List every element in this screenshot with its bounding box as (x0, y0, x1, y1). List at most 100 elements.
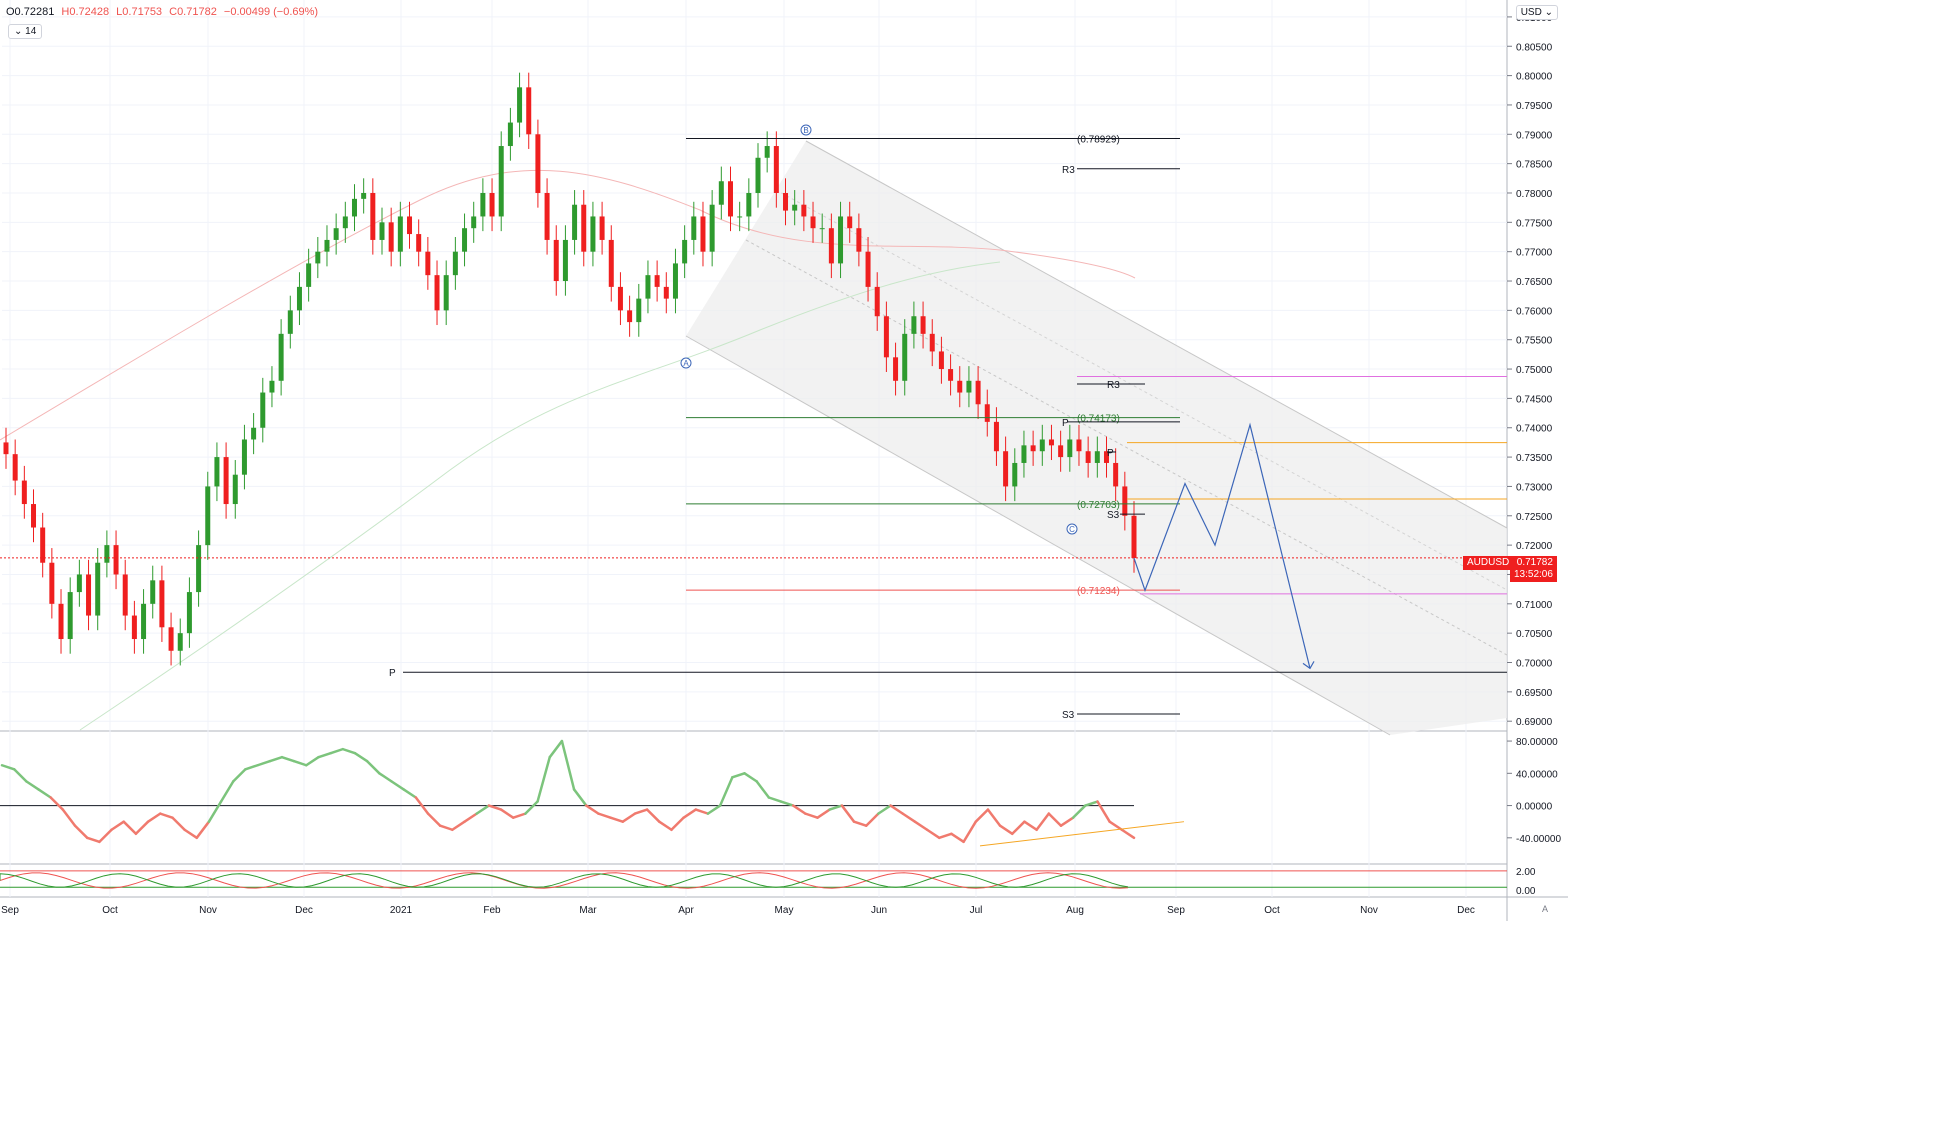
osc-segment (1071, 804, 1087, 819)
candle-body (31, 504, 37, 528)
candle-body (902, 333, 908, 381)
osc-segment (451, 820, 466, 831)
wave-label: B (803, 126, 808, 135)
osc-segment (463, 812, 478, 823)
candle-body (535, 134, 541, 193)
candle-body (691, 216, 697, 240)
osc-segment (731, 772, 746, 779)
close-value: C0.71782 (169, 6, 217, 18)
osc-segment (1023, 820, 1038, 831)
y-tick-label: 40.00000 (1516, 769, 1558, 780)
osc-segment (621, 812, 637, 823)
osc-segment (889, 804, 904, 815)
pivot-label: S3 (1062, 710, 1075, 721)
osc-segment (694, 808, 710, 815)
osc-segment (329, 747, 345, 755)
ma-line (0, 169, 1136, 441)
osc-segment (645, 808, 661, 823)
osc-segment (268, 755, 284, 763)
candle-body (874, 286, 880, 317)
osc-segment (864, 812, 880, 827)
y-tick-label: 0.80000 (1516, 72, 1553, 83)
wave-label: C (1069, 525, 1075, 534)
osc-segment (426, 812, 442, 827)
candle-body (856, 228, 862, 252)
osc-segment (195, 820, 211, 840)
osc-segment (633, 808, 649, 815)
candle-body (617, 286, 623, 311)
osc-segment (791, 804, 807, 815)
osc-segment (1047, 812, 1063, 827)
chart-canvas[interactable]: (0.78929) (0.74173) (0.72703) (0.71234) R3 R3… (0, 0, 1568, 921)
arrow-head (1302, 661, 1315, 670)
osc-segment (560, 739, 576, 791)
candle-body (21, 480, 27, 505)
osc-segment (828, 804, 844, 811)
candle-body (67, 592, 73, 640)
candle-body (471, 216, 477, 229)
candle-body (287, 310, 293, 334)
fib-label: (0.78929) (1077, 134, 1120, 145)
osc-segment (341, 747, 357, 755)
osc-segment (280, 755, 296, 763)
price-axis: 0.810000.805000.800000.795000.790000.785… (1507, 13, 1553, 728)
osc-segment (706, 804, 722, 815)
osc-segment (378, 772, 393, 783)
osc-segment (1108, 820, 1124, 831)
candle-body (948, 369, 954, 381)
candle-body (590, 216, 596, 252)
candle-body (113, 545, 119, 575)
osc-segment (511, 812, 527, 819)
osc-segment (597, 812, 612, 819)
candle-body (351, 198, 357, 217)
candle-body (425, 251, 431, 276)
candle-body (223, 457, 229, 505)
y-tick-label: 0.79000 (1516, 130, 1553, 141)
candle-body (654, 275, 660, 287)
candle-body (1094, 451, 1100, 463)
y-tick-label: 0.77500 (1516, 218, 1553, 229)
candle-body (792, 204, 798, 211)
wave-label: A (683, 359, 689, 368)
candle-body (883, 316, 889, 358)
osc-segment (925, 828, 941, 840)
candle-body (122, 574, 128, 616)
y-tick-label: 0.78000 (1516, 189, 1553, 200)
candle-body (553, 239, 559, 282)
candle-body (3, 442, 9, 455)
candle-body (838, 216, 844, 264)
candle-body (58, 603, 64, 640)
candle-body (196, 545, 202, 593)
candle-body (489, 192, 495, 217)
osc-segment (365, 759, 381, 775)
x-tick-label: Apr (678, 905, 694, 916)
osc-segment (292, 759, 308, 767)
currency-selector[interactable]: USD ⌄ (1515, 5, 1558, 20)
candle-body (663, 286, 669, 299)
fib-label: (0.74173) (1077, 414, 1120, 425)
auto-scale-button[interactable]: A (1541, 904, 1548, 914)
osc-segment (110, 820, 125, 831)
osc-segment (146, 812, 162, 823)
interval-button[interactable]: ⌄ 14 (8, 24, 43, 39)
fib-label: (0.71234) (1077, 586, 1120, 597)
osc-segment (219, 780, 235, 803)
osc-segment (317, 751, 332, 759)
candle-body (773, 146, 779, 193)
osc-segment (658, 820, 673, 831)
osc-segment (1035, 812, 1051, 831)
x-tick-label: Jun (871, 905, 887, 916)
candle-body (783, 192, 789, 211)
osc-segment (536, 755, 551, 803)
ma-line (79, 261, 1001, 731)
candle-body (1122, 486, 1128, 516)
osc-segment (98, 828, 113, 844)
osc-segment (1011, 820, 1026, 836)
candle-body (984, 404, 990, 422)
pivot-label: P (1062, 418, 1069, 429)
y-tick-label: 0.74000 (1516, 424, 1553, 435)
candle-body (49, 562, 55, 604)
osc-segment (12, 768, 28, 783)
pivot-label: S3 (1107, 510, 1120, 521)
osc-segment (414, 796, 430, 815)
